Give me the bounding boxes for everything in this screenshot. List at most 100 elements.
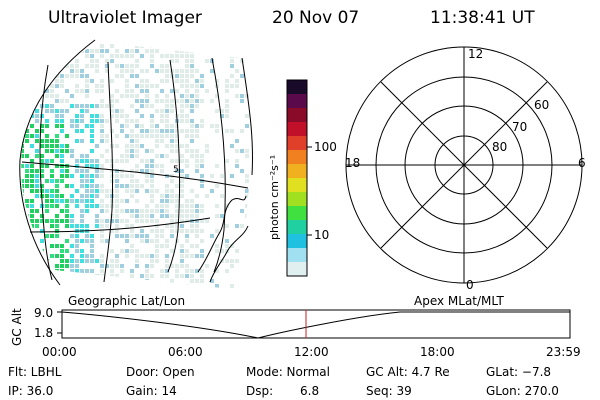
- aurora-pixel: [210, 99, 214, 103]
- aurora-pixel: [180, 264, 184, 268]
- aurora-pixel: [55, 114, 59, 118]
- aurora-pixel: [135, 49, 139, 53]
- polar-label-0: 0: [466, 278, 474, 292]
- aurora-pixel: [35, 139, 39, 143]
- aurora-pixel: [55, 199, 59, 203]
- aurora-pixel: [60, 264, 64, 268]
- aurora-pixel: [95, 194, 99, 198]
- aurora-pixel: [185, 94, 189, 98]
- aurora-pixel: [100, 54, 104, 58]
- aurora-pixel: [75, 114, 79, 118]
- aurora-pixel: [110, 54, 114, 58]
- aurora-pixel: [75, 234, 79, 238]
- aurora-pixel: [135, 124, 139, 128]
- gc-alt-min: 1.8: [34, 326, 54, 340]
- aurora-pixel: [115, 114, 119, 118]
- aurora-pixel: [125, 114, 129, 118]
- aurora-pixel: [190, 59, 194, 63]
- aurora-pixel: [190, 119, 194, 123]
- aurora-pixel: [150, 164, 154, 168]
- aurora-pixel: [165, 79, 169, 83]
- aurora-pixel: [110, 109, 114, 113]
- aurora-pixel: [30, 169, 34, 173]
- aurora-pixel: [190, 204, 194, 208]
- aurora-pixel: [175, 79, 179, 83]
- aurora-pixel: [140, 184, 144, 188]
- aurora-pixel: [90, 179, 94, 183]
- aurora-pixel: [185, 129, 189, 133]
- aurora-pixel: [105, 189, 109, 193]
- aurora-pixel: [50, 199, 54, 203]
- aurora-pixel: [85, 179, 89, 183]
- aurora-pixel: [135, 144, 139, 148]
- aurora-pixel: [125, 184, 129, 188]
- status-mode: Mode: Normal: [246, 365, 330, 379]
- longitude-line: [167, 59, 181, 273]
- aurora-pixel: [135, 264, 139, 268]
- aurora-pixel: [115, 179, 119, 183]
- aurora-pixel: [35, 174, 39, 178]
- aurora-pixel: [130, 64, 134, 68]
- aurora-pixel: [160, 89, 164, 93]
- aurora-pixel: [175, 89, 179, 93]
- aurora-pixel: [60, 174, 64, 178]
- aurora-pixel: [175, 209, 179, 213]
- aurora-pixel: [130, 129, 134, 133]
- longitude-line: [103, 61, 114, 283]
- aurora-pixel: [130, 274, 134, 278]
- aurora-pixel: [80, 129, 84, 133]
- aurora-pixel: [55, 224, 59, 228]
- aurora-pixel: [45, 119, 49, 123]
- aurora-pixel: [85, 104, 89, 108]
- aurora-pixel: [190, 229, 194, 233]
- aurora-pixel: [25, 154, 29, 158]
- aurora-pixel: [135, 209, 139, 213]
- aurora-pixel: [185, 239, 189, 243]
- aurora-pixel: [115, 229, 119, 233]
- aurora-pixel: [75, 164, 79, 168]
- aurora-pixel: [35, 109, 39, 113]
- aurora-pixel: [85, 74, 89, 78]
- aurora-pixel: [225, 259, 229, 263]
- aurora-pixel: [190, 64, 194, 68]
- aurora-pixel: [55, 144, 59, 148]
- aurora-pixel: [90, 259, 94, 263]
- aurora-pixel: [70, 69, 74, 73]
- aurora-pixel: [225, 204, 229, 208]
- aurora-pixel: [70, 64, 74, 68]
- aurora-pixel: [165, 204, 169, 208]
- aurora-pixel: [50, 194, 54, 198]
- aurora-pixel: [30, 219, 34, 223]
- aurora-pixel: [40, 159, 44, 163]
- aurora-pixel: [160, 114, 164, 118]
- aurora-pixel: [135, 94, 139, 98]
- aurora-pixel: [100, 164, 104, 168]
- aurora-pixel: [135, 149, 139, 153]
- aurora-pixel: [110, 79, 114, 83]
- aurora-pixel: [85, 224, 89, 228]
- aurora-pixel: [95, 64, 99, 68]
- aurora-pixel: [215, 214, 219, 218]
- aurora-pixel: [40, 164, 44, 168]
- aurora-pixel: [70, 264, 74, 268]
- aurora-pixel: [80, 219, 84, 223]
- aurora-pixel: [130, 139, 134, 143]
- aurora-pixel: [50, 234, 54, 238]
- aurora-pixel: [200, 179, 204, 183]
- aurora-pixel: [160, 199, 164, 203]
- aurora-pixel: [160, 139, 164, 143]
- aurora-pixel: [120, 114, 124, 118]
- aurora-pixel: [150, 119, 154, 123]
- aurora-pixel: [150, 254, 154, 258]
- aurora-pixel: [165, 189, 169, 193]
- aurora-pixel: [195, 279, 199, 283]
- aurora-pixel: [40, 189, 44, 193]
- aurora-pixel: [40, 174, 44, 178]
- aurora-pixel: [195, 229, 199, 233]
- aurora-pixel: [80, 249, 84, 253]
- aurora-pixel: [125, 149, 129, 153]
- aurora-pixel: [240, 129, 244, 133]
